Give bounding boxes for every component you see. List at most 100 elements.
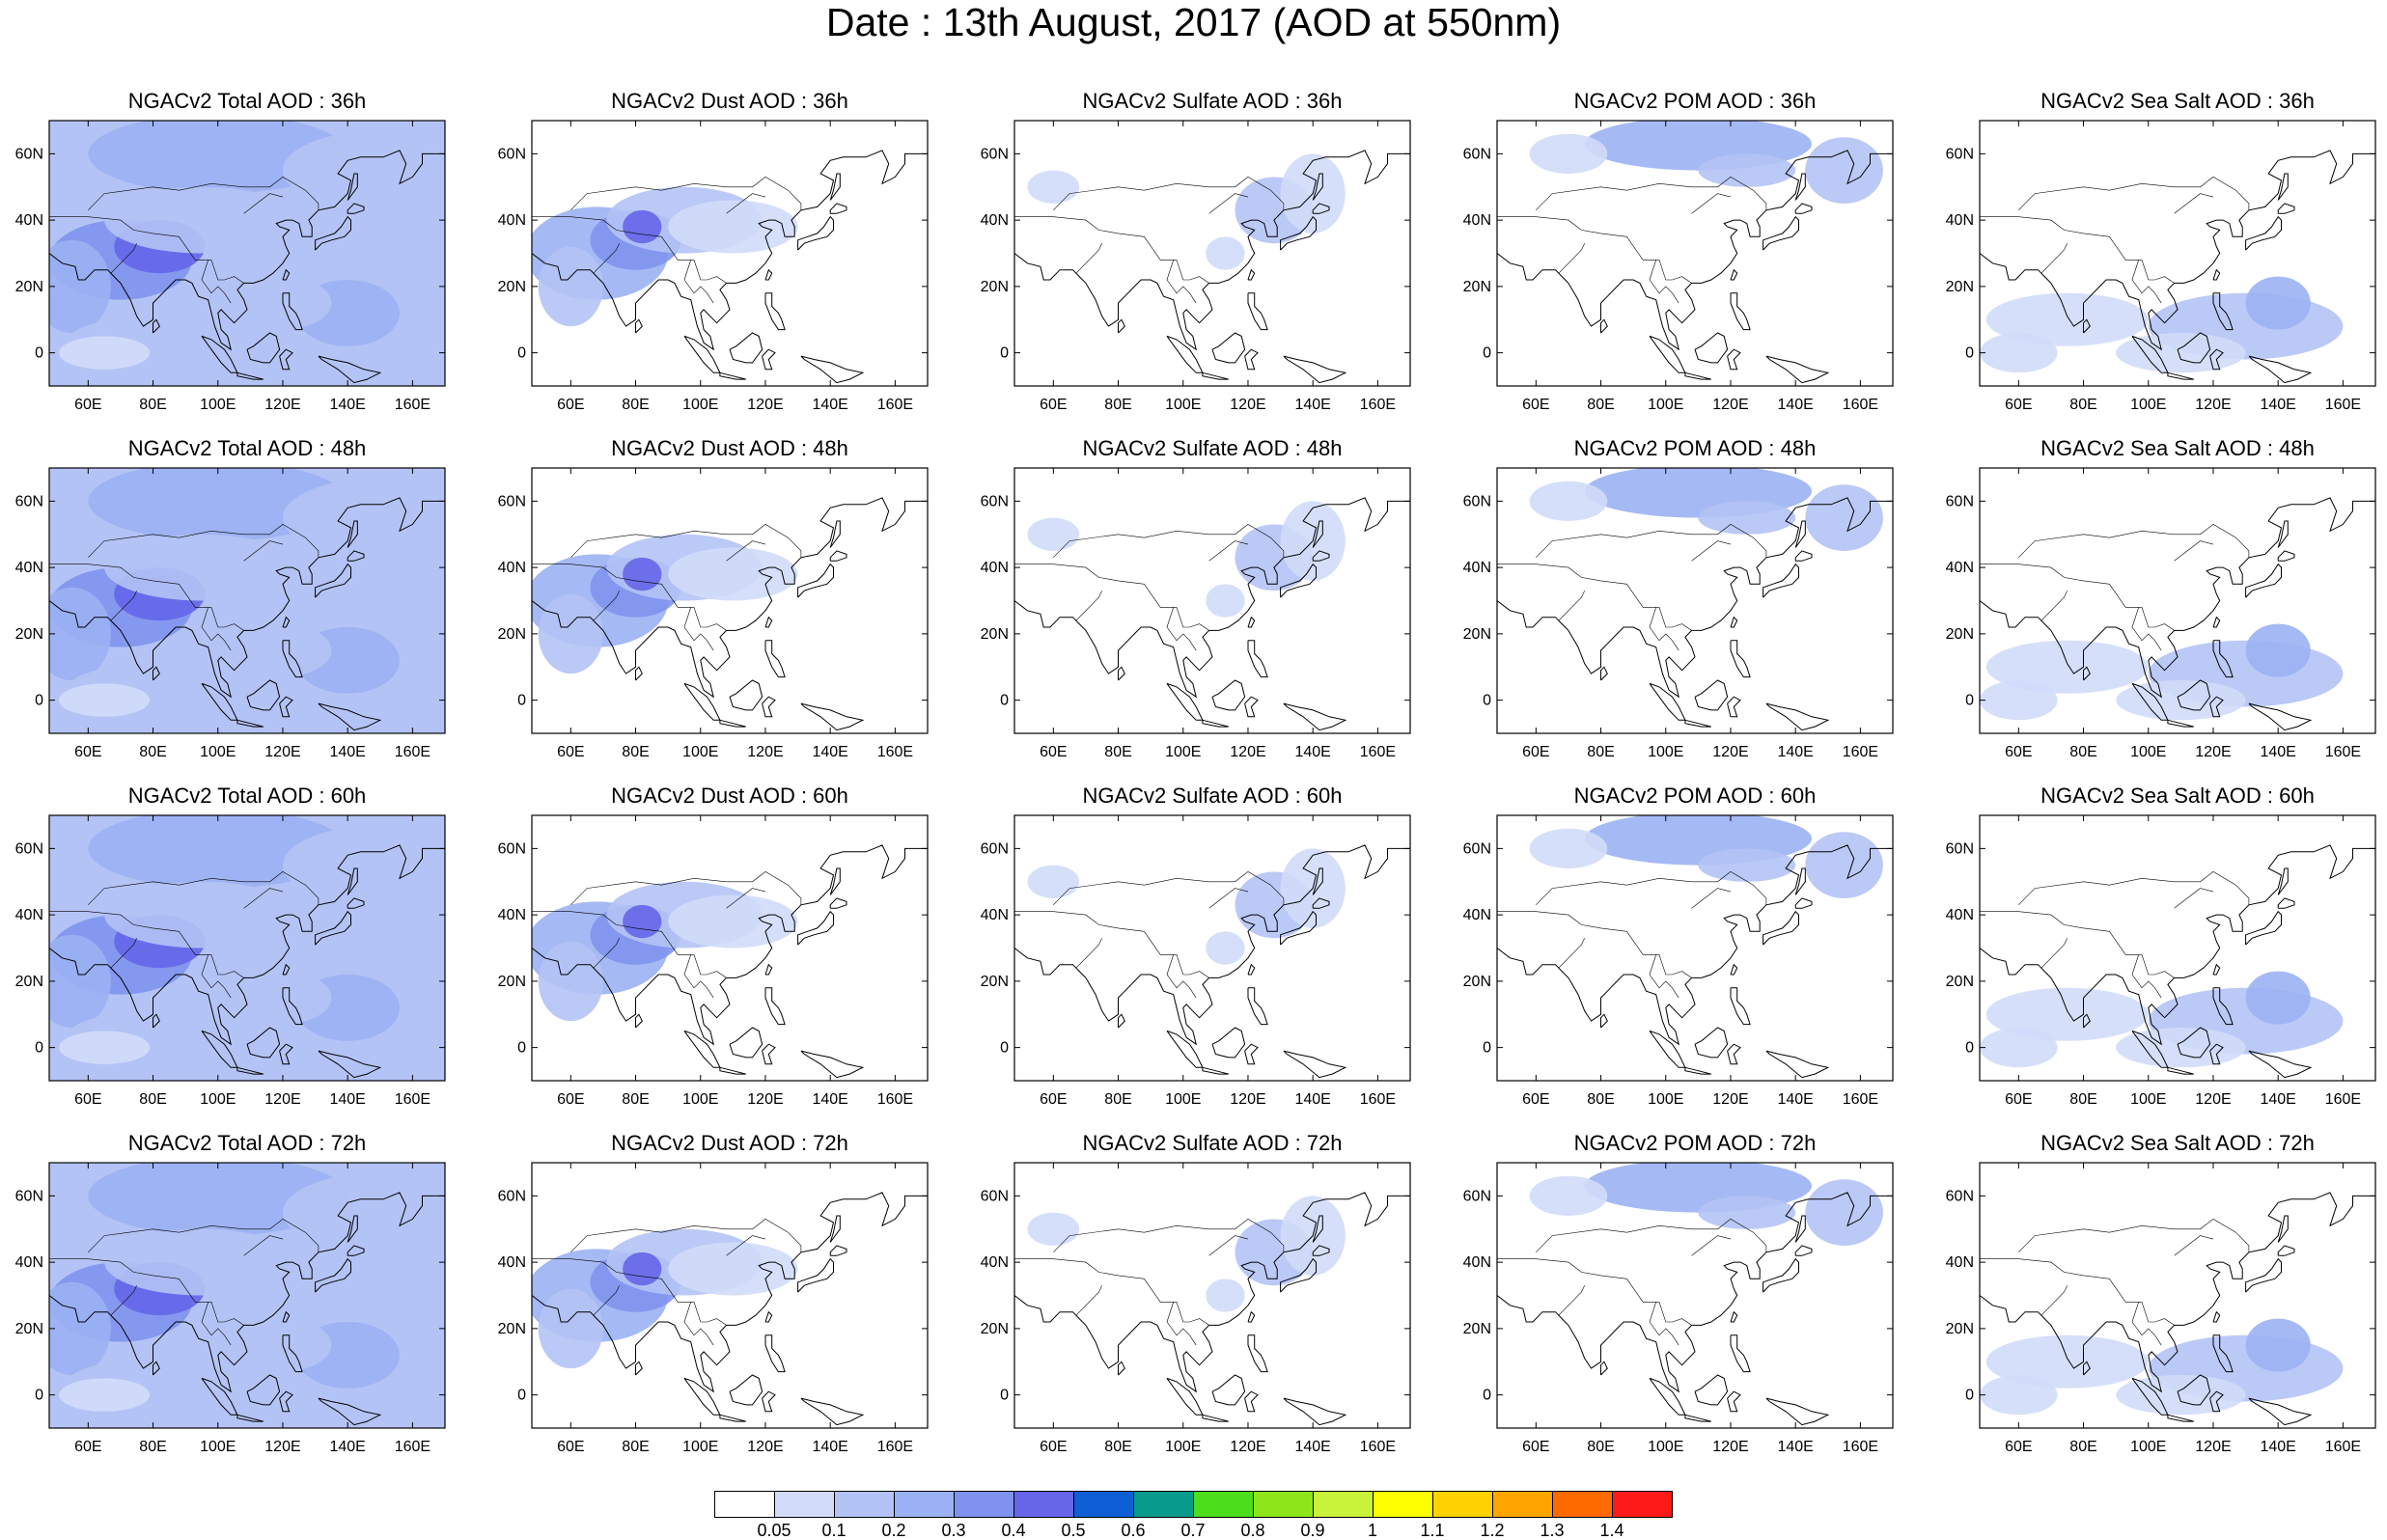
colorbar-swatch bbox=[1432, 1491, 1493, 1518]
country-border bbox=[2018, 871, 2250, 906]
lon-tick-label: 100E bbox=[200, 744, 236, 760]
lat-tick-label: 40N bbox=[498, 1254, 526, 1271]
lon-tick-label: 120E bbox=[1712, 1091, 1748, 1108]
lon-tick-label: 60E bbox=[1040, 744, 1067, 760]
lon-tick-label: 140E bbox=[329, 1091, 365, 1108]
lon-tick-label: 160E bbox=[1360, 1091, 1396, 1108]
aod-map: 60N 40N 20N 0 60E 80E 100E 120E 140E 160E bbox=[15, 467, 446, 760]
country-border bbox=[243, 888, 284, 909]
coastline bbox=[2177, 679, 2211, 711]
lat-tick-label: 0 bbox=[517, 1040, 526, 1057]
aod-region bbox=[668, 1242, 798, 1296]
aod-field bbox=[532, 1163, 928, 1428]
country-border bbox=[1691, 888, 1732, 909]
lat-tick-label: 60N bbox=[498, 840, 526, 857]
lat-tick-label: 0 bbox=[1483, 1388, 1491, 1404]
country-border bbox=[88, 177, 319, 211]
country-border bbox=[1980, 564, 2175, 631]
country-border bbox=[1497, 1258, 1692, 1326]
country-border bbox=[1536, 177, 1767, 211]
coastline bbox=[2177, 1027, 2211, 1059]
country-border bbox=[49, 911, 244, 978]
lat-tick-label: 40N bbox=[1946, 907, 1974, 923]
coastline bbox=[1247, 640, 1268, 678]
lon-tick-label: 100E bbox=[1165, 397, 1201, 413]
coastline bbox=[1794, 550, 1813, 562]
lon-tick-label: 60E bbox=[1522, 744, 1549, 760]
country-border bbox=[532, 1258, 727, 1326]
lon-tick-label: 140E bbox=[812, 1439, 847, 1455]
lon-tick-label: 80E bbox=[622, 1091, 649, 1108]
aod-map: 60N 40N 20N 0 60E 80E 100E 120E 140E 160E bbox=[981, 814, 1411, 1108]
lon-tick-label: 140E bbox=[1777, 397, 1813, 413]
coastline bbox=[1312, 550, 1330, 562]
lon-tick-label: 100E bbox=[682, 744, 718, 760]
coastline bbox=[347, 520, 358, 548]
aod-region bbox=[2116, 1375, 2246, 1416]
aod-map: 60N 40N 20N 0 60E 80E 100E 120E 140E 160E bbox=[498, 1162, 929, 1455]
plot-frame bbox=[531, 467, 929, 734]
aod-field bbox=[1014, 121, 1410, 386]
coastline bbox=[2277, 173, 2289, 201]
plot-frame bbox=[1013, 467, 1411, 734]
country-border bbox=[201, 607, 232, 651]
lat-tick-label: 40N bbox=[1946, 212, 1974, 229]
country-border bbox=[1497, 911, 1692, 978]
country-border bbox=[1980, 911, 2175, 978]
coastline bbox=[1312, 520, 1323, 548]
coastline bbox=[347, 550, 365, 562]
country-border bbox=[88, 871, 319, 906]
coastline bbox=[1727, 348, 1741, 371]
country-border bbox=[683, 1302, 714, 1346]
panel-title: NGACv2 POM AOD : 36h bbox=[1573, 89, 1817, 113]
coastline bbox=[2245, 563, 2282, 598]
lat-tick-label: 20N bbox=[981, 1321, 1009, 1337]
country-border bbox=[1014, 1258, 1209, 1326]
aod-map: 60N 40N 20N 0 60E 80E 100E 120E 140E 160E bbox=[498, 467, 929, 760]
colorbar-swatch bbox=[1612, 1491, 1673, 1518]
coastline bbox=[315, 910, 351, 946]
lon-tick-label: 60E bbox=[1522, 397, 1549, 413]
country-border bbox=[683, 260, 714, 304]
coastline bbox=[829, 1215, 841, 1243]
panel-title: NGACv2 Sulfate AOD : 36h bbox=[1082, 89, 1343, 113]
aod-region bbox=[538, 246, 603, 327]
country-border bbox=[201, 1302, 232, 1346]
coastline bbox=[635, 318, 643, 334]
coastline bbox=[2212, 616, 2221, 628]
coastline bbox=[1497, 497, 1893, 699]
lat-tick-label: 40N bbox=[15, 212, 43, 229]
country-border bbox=[88, 524, 319, 559]
aod-region bbox=[104, 534, 299, 601]
lon-tick-label: 140E bbox=[2260, 1091, 2295, 1108]
coastline bbox=[1497, 150, 1893, 351]
lat-tick-label: 20N bbox=[1946, 626, 1974, 643]
colorbar-label: 0.4 bbox=[1001, 1521, 1026, 1540]
country-border bbox=[1649, 954, 1679, 999]
coastline bbox=[1283, 355, 1347, 384]
country-border bbox=[2174, 888, 2214, 909]
lon-tick-label: 120E bbox=[747, 744, 783, 760]
aod-region bbox=[1027, 170, 1080, 204]
coastline bbox=[153, 666, 160, 681]
coastline bbox=[282, 987, 303, 1026]
panel-title: NGACv2 POM AOD : 60h bbox=[1573, 784, 1817, 808]
coastline bbox=[49, 497, 445, 699]
lat-tick-label: 20N bbox=[498, 1321, 526, 1337]
map-panel-seasalt: NGACv2 Sea Salt AOD : 60h 60N 40N 20N 0 60E 80… bbox=[1946, 784, 2387, 1131]
lon-tick-label: 80E bbox=[1104, 397, 1131, 413]
coastline bbox=[1600, 318, 1608, 334]
coastline bbox=[1765, 1050, 1830, 1079]
map-panel-total: NGACv2 Total AOD : 48h 60N 40N 20N 0 60E 80E 10… bbox=[15, 436, 527, 784]
lon-tick-label: 120E bbox=[1230, 397, 1265, 413]
coastline bbox=[1118, 1361, 1125, 1376]
coastline bbox=[1765, 702, 1830, 731]
aod-map: 60N 40N 20N 0 60E 80E 100E 120E 140E 160E bbox=[981, 1162, 1411, 1455]
aod-map: 60N 40N 20N 0 60E 80E 100E 120E 140E 160E bbox=[1463, 120, 1894, 413]
coastline bbox=[764, 268, 773, 281]
coastline bbox=[1211, 679, 1246, 711]
coastline bbox=[2083, 1013, 2091, 1029]
lon-tick-label: 120E bbox=[747, 1439, 783, 1455]
coastline bbox=[532, 1192, 928, 1393]
country-border bbox=[1536, 1219, 1767, 1253]
